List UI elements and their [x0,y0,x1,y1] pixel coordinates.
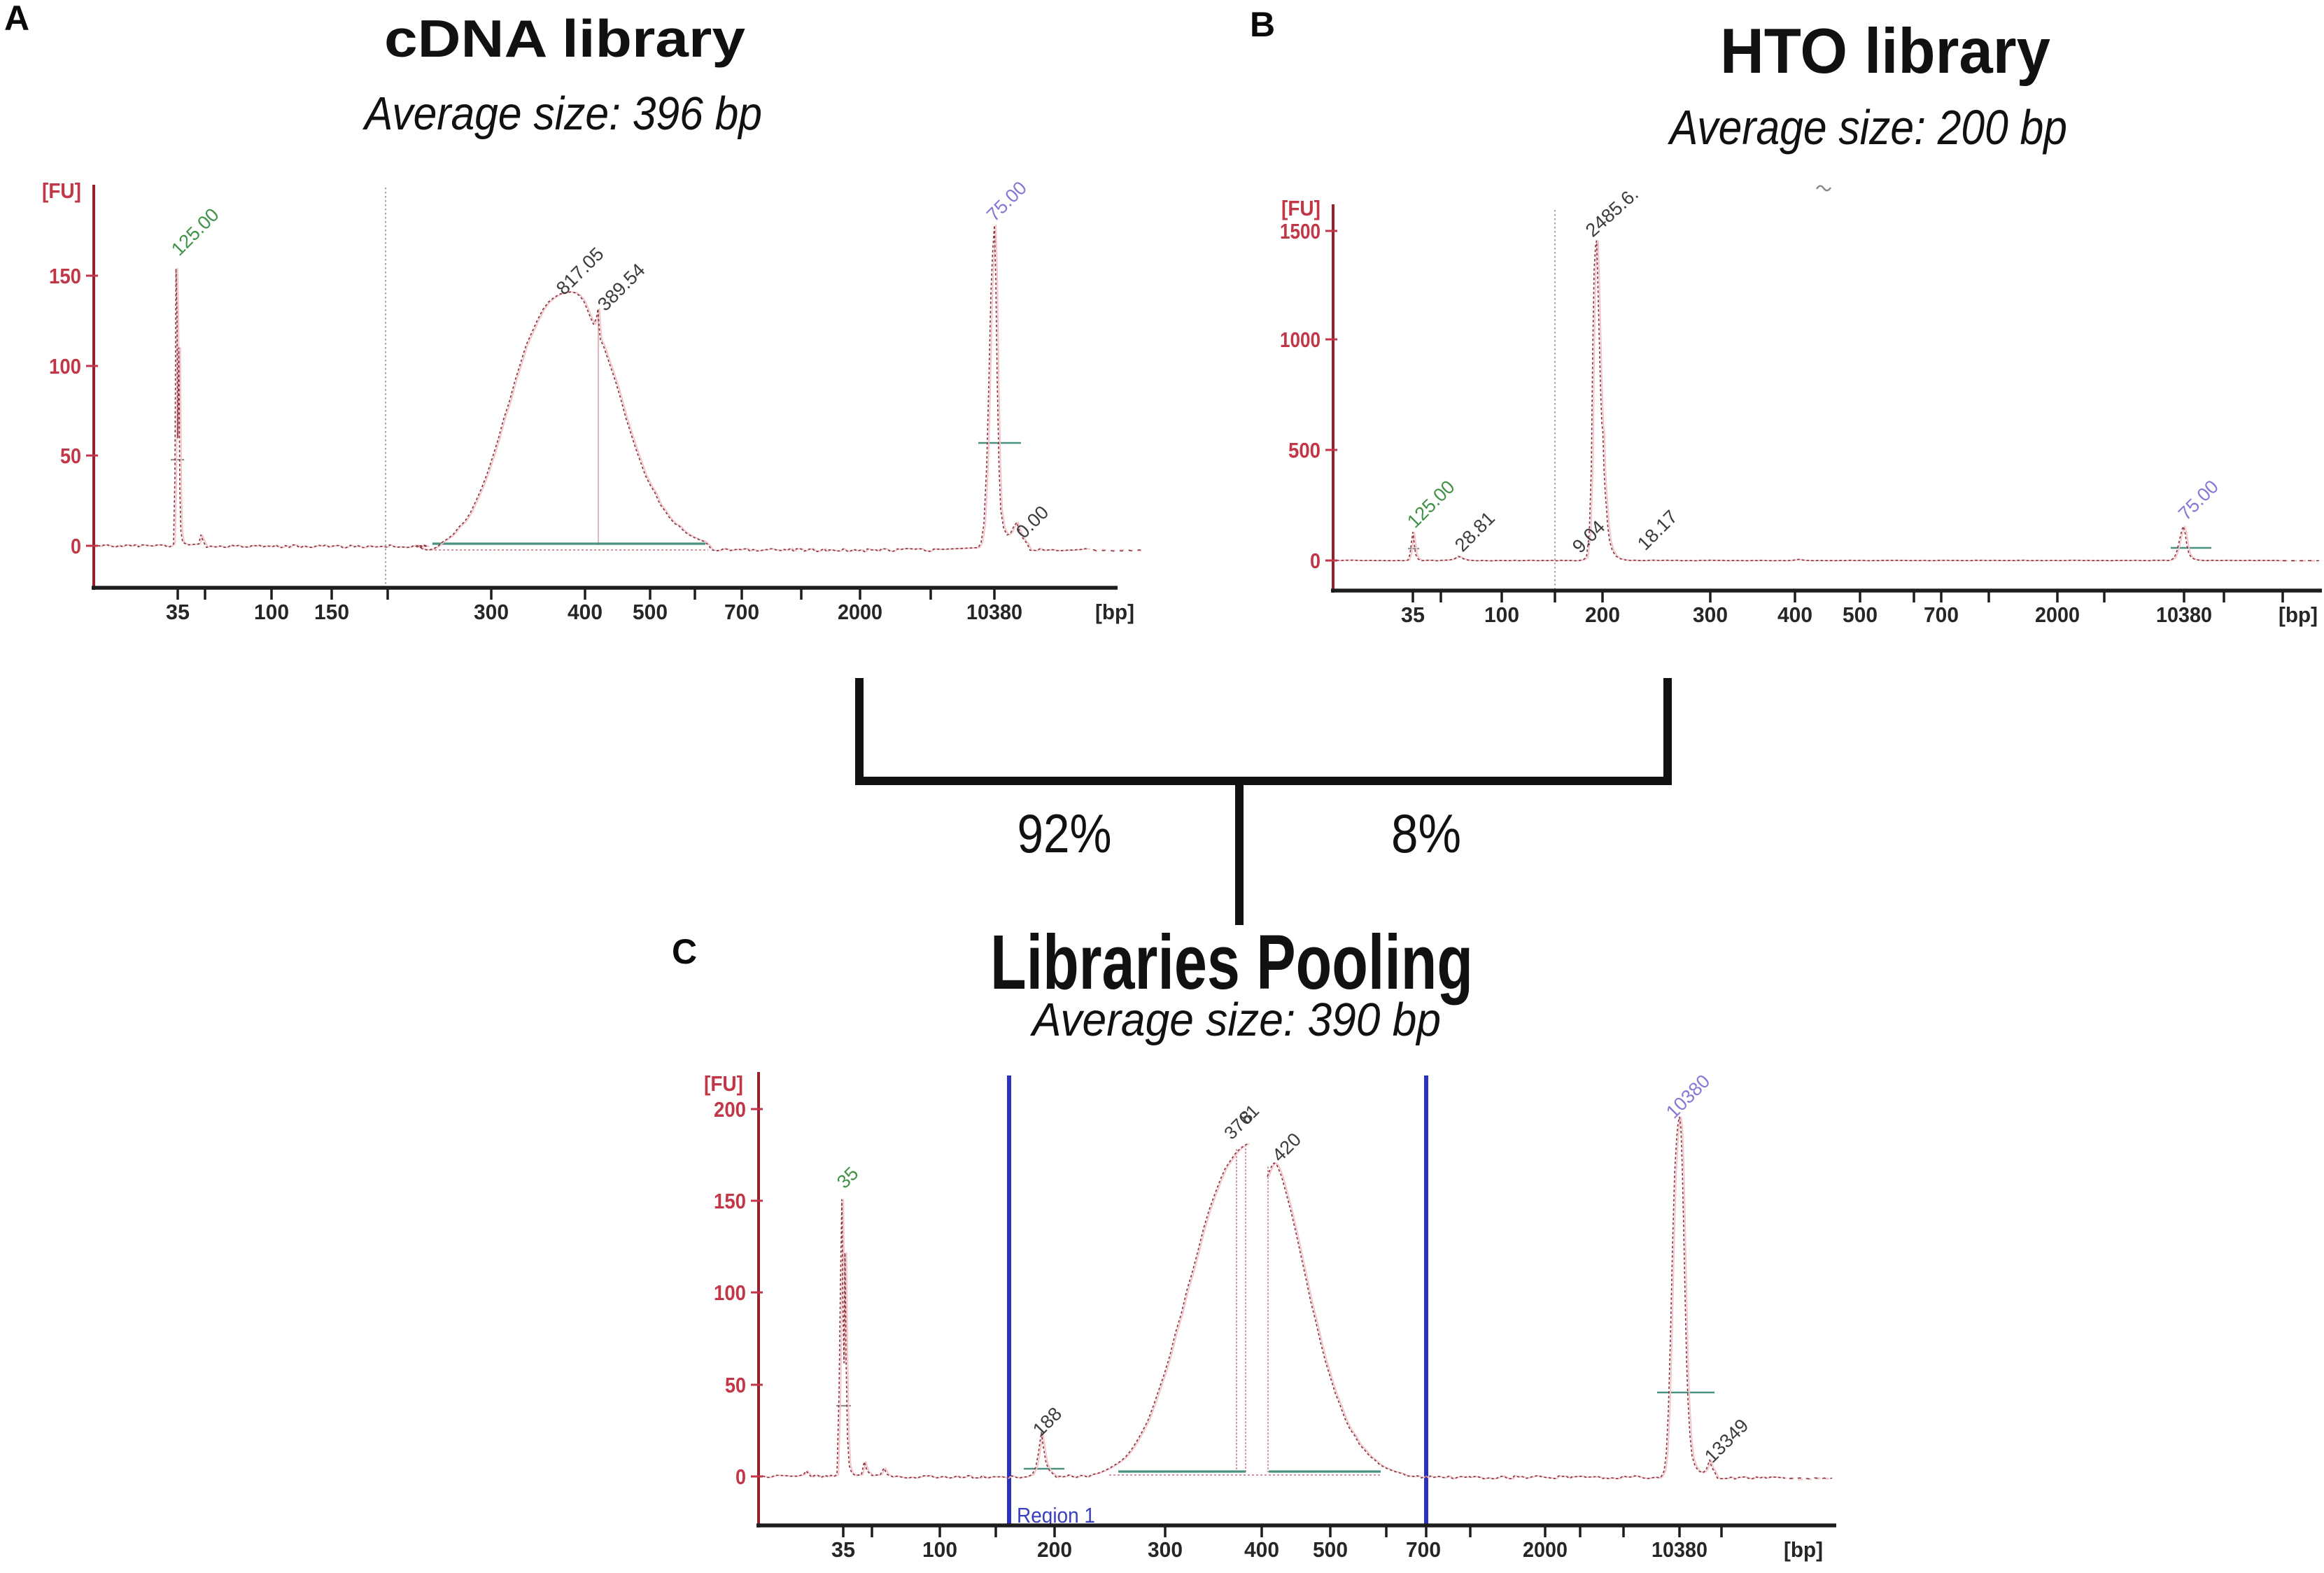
svg-text:100: 100 [922,1537,957,1562]
svg-text:[FU]: [FU] [1281,196,1321,220]
svg-text:8%: 8% [1391,803,1461,864]
svg-text:150: 150 [49,264,81,288]
svg-text:50: 50 [725,1373,746,1397]
svg-text:Average size: 390 bp: Average size: 390 bp [1029,994,1441,1046]
svg-text:1500: 1500 [1280,219,1321,244]
svg-text:50: 50 [60,444,81,468]
svg-text:35: 35 [166,600,190,624]
svg-text:C: C [672,932,697,971]
svg-text:100: 100 [254,600,289,624]
svg-text:cDNA library: cDNA library [384,9,745,68]
svg-text:0: 0 [71,534,81,558]
svg-text:700: 700 [1924,602,1959,627]
svg-text:300: 300 [1693,602,1728,627]
svg-text:700: 700 [724,600,759,624]
svg-text:1000: 1000 [1280,327,1321,352]
svg-text:HTO library: HTO library [1720,16,2050,87]
svg-text:35: 35 [1401,602,1425,627]
svg-text:150: 150 [714,1189,746,1213]
svg-text:Libraries Pooling: Libraries Pooling [990,919,1473,1006]
svg-text:300: 300 [1148,1537,1183,1562]
svg-text:10380: 10380 [966,600,1022,624]
svg-text:150: 150 [314,600,349,624]
svg-text:400: 400 [568,600,603,624]
svg-text:500: 500 [1843,602,1878,627]
svg-text:200: 200 [714,1097,746,1122]
svg-text:700: 700 [1406,1537,1441,1562]
svg-text:A: A [4,0,29,38]
svg-text:[FU]: [FU] [704,1071,743,1096]
svg-text:100: 100 [1484,602,1519,627]
svg-text:[FU]: [FU] [42,178,81,203]
svg-text:100: 100 [714,1281,746,1305]
svg-text:2000: 2000 [1523,1537,1568,1562]
svg-text:400: 400 [1777,602,1812,627]
svg-text:2000: 2000 [838,600,882,624]
svg-text:35: 35 [831,1537,855,1562]
svg-text:500: 500 [633,600,668,624]
svg-text:[bp]: [bp] [1095,600,1134,624]
svg-text:10380: 10380 [2156,602,2212,627]
svg-text:2000: 2000 [2035,602,2080,627]
svg-text:Average size: 200 bp: Average size: 200 bp [1668,100,2067,155]
svg-text:Region 1: Region 1 [1017,1503,1095,1528]
svg-text:Average size: 396 bp: Average size: 396 bp [362,87,762,140]
svg-text:[bp]: [bp] [1784,1537,1823,1562]
svg-text:0: 0 [1310,549,1321,573]
svg-text:500: 500 [1313,1537,1348,1562]
svg-text:0: 0 [735,1465,746,1489]
svg-text:200: 200 [1585,602,1620,627]
svg-text:400: 400 [1244,1537,1279,1562]
svg-text:200: 200 [1037,1537,1072,1562]
svg-text:10380: 10380 [1652,1537,1707,1562]
svg-text:B: B [1250,5,1275,44]
svg-text:92%: 92% [1017,803,1112,864]
svg-text:500: 500 [1288,438,1321,463]
svg-text:100: 100 [49,354,81,379]
svg-text:[bp]: [bp] [2279,602,2318,627]
svg-text:300: 300 [474,600,509,624]
